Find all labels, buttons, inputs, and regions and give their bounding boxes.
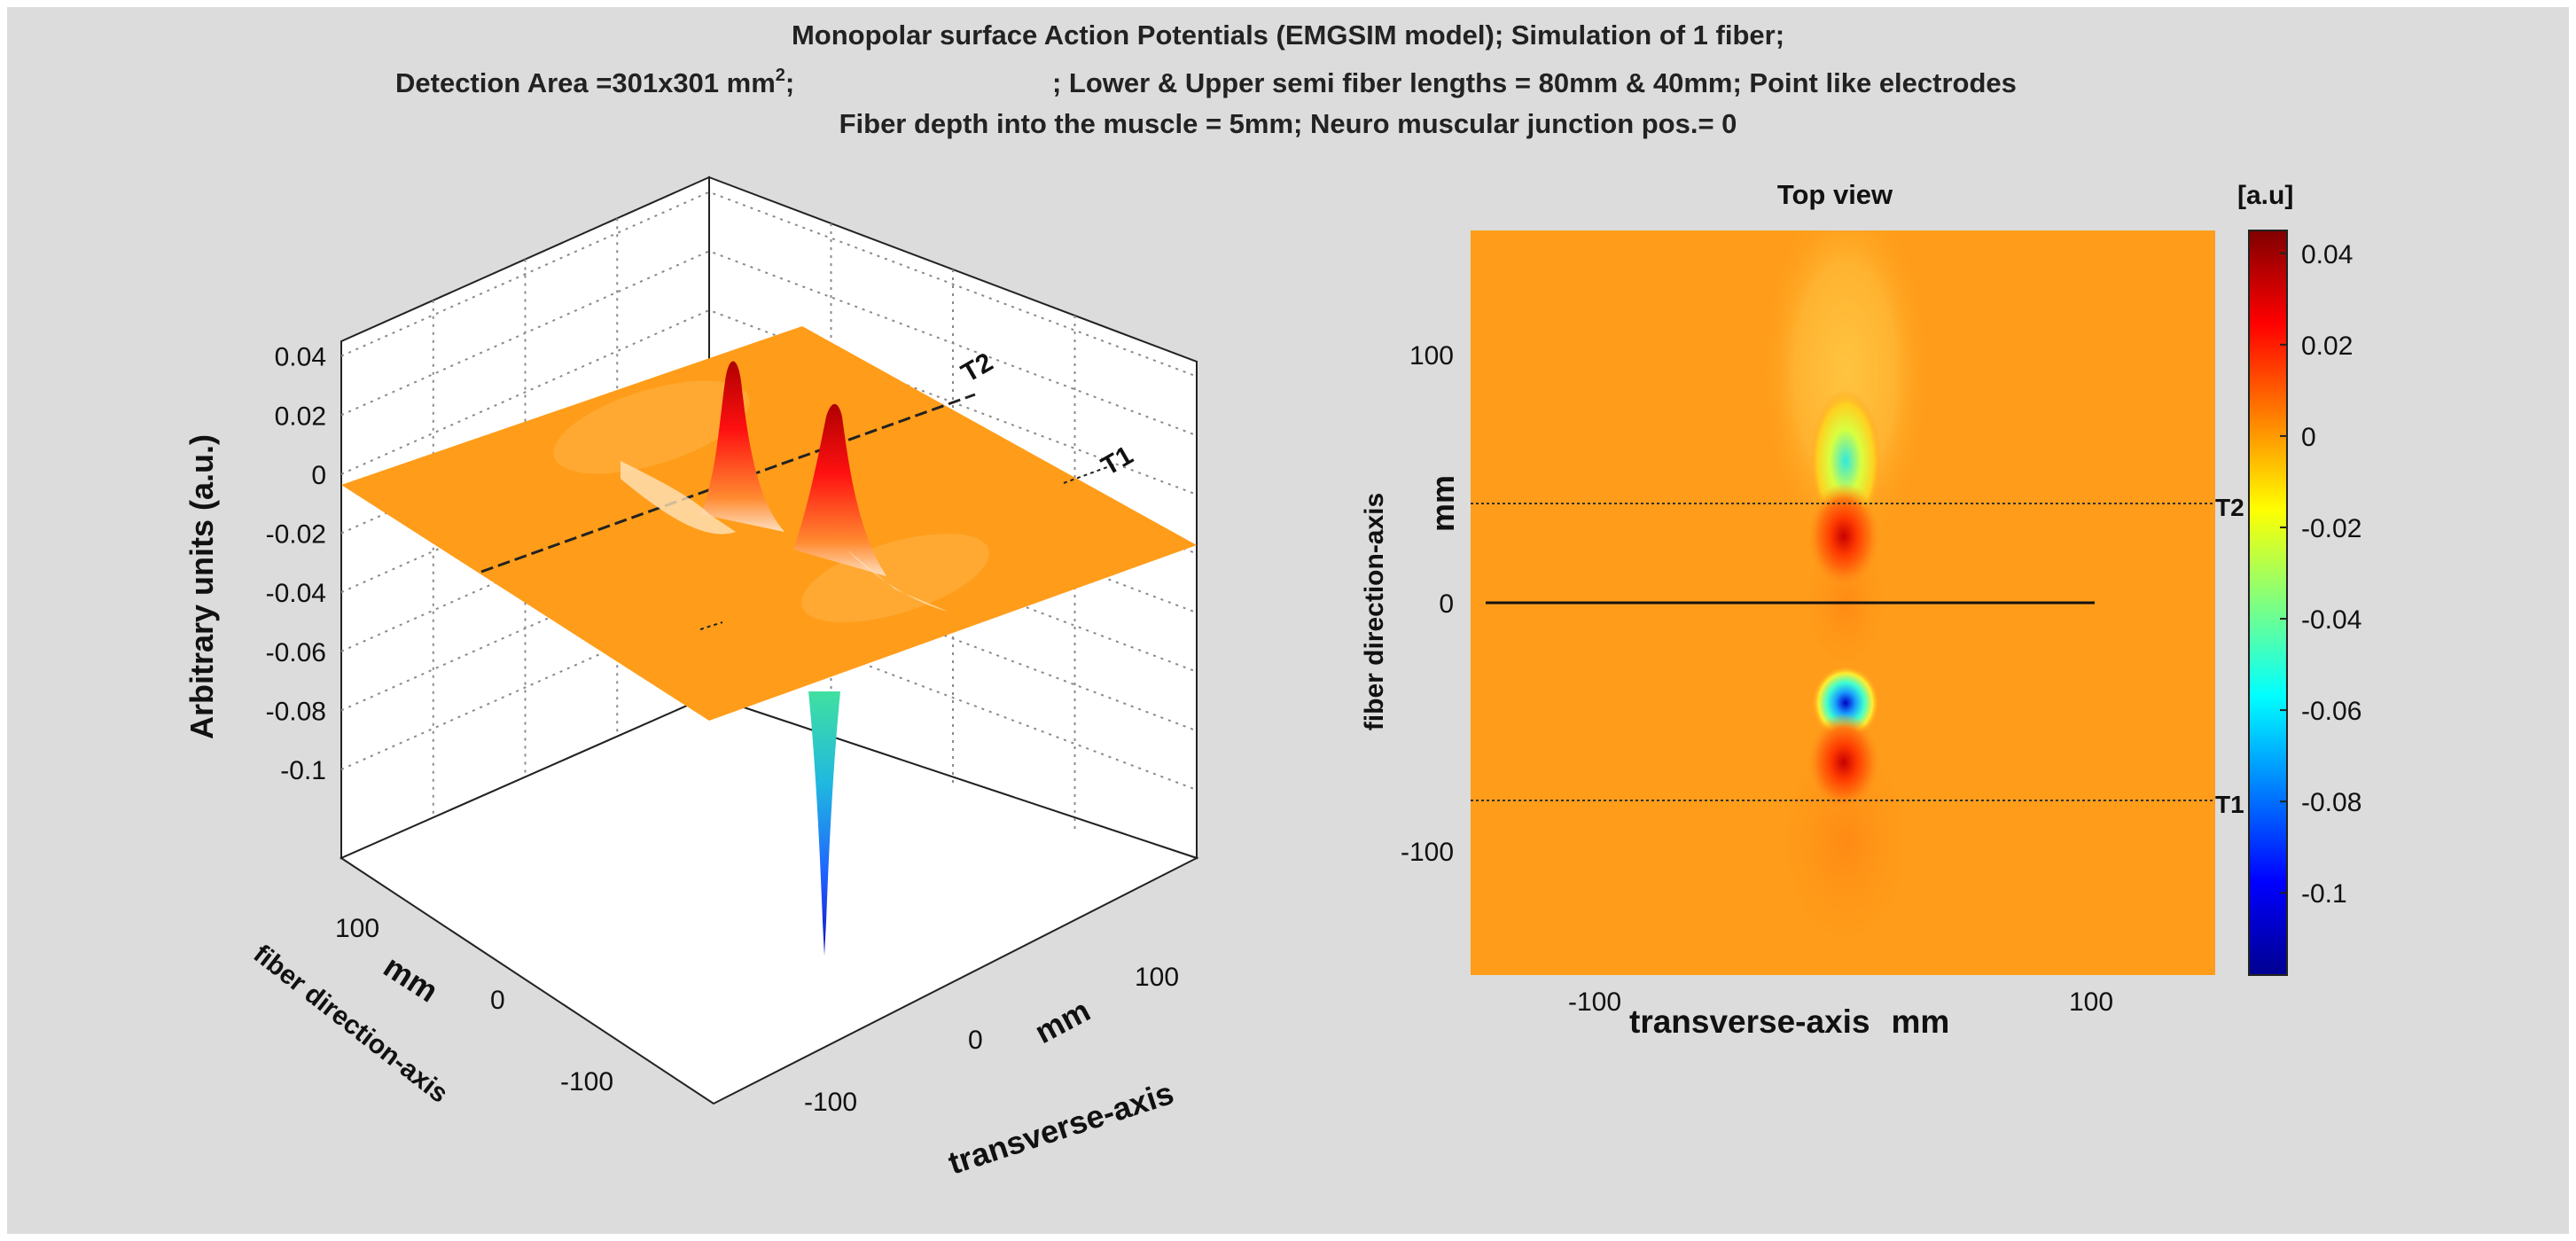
peak-positive-T1	[793, 403, 886, 576]
z-tick-label: -0.08	[266, 697, 326, 726]
line-T2	[480, 393, 976, 574]
line-T1-segment	[1063, 464, 1115, 484]
heatmap-y-label: fiber direction-axis	[1360, 493, 1389, 730]
heatmap-y-tick-label: 0	[1439, 589, 1454, 619]
x-tick-label: -100	[804, 1088, 857, 1117]
heatmap-plot: Top view T2 T1 -100 100 100 0 -100 mm fiber …	[1360, 179, 2361, 1040]
figure-title-line1: Monopolar surface Action Potentials (EMG…	[792, 20, 1784, 51]
colorbar-tick-label: 0	[2301, 423, 2316, 452]
z-tick-label: -0.1	[280, 756, 326, 785]
figure-title-line3: Fiber depth into the muscle = 5mm; Neuro…	[839, 108, 1737, 139]
title-line2a-main: Detection Area =301x301 mm	[395, 67, 776, 98]
y-tick-label: 0	[490, 986, 505, 1015]
heatmap-label-T1: T1	[2215, 791, 2244, 818]
heatmap-y-unit: mm	[1425, 475, 1461, 532]
heatmap-x-tick-label: 100	[2069, 987, 2113, 1017]
y-tick-label: -100	[560, 1067, 613, 1097]
z-ticks: 0.04 0.02 0 -0.02 -0.04 -0.06 -0.08 -0.1	[266, 343, 326, 785]
surface-shadow-lobe	[553, 380, 750, 474]
colorbar-tick-label: 0.02	[2301, 332, 2353, 361]
surface-shadow-lobe	[801, 534, 989, 622]
colorbar-ticks: 0.04 0.02 0 -0.02 -0.04 -0.06 -0.08 -0.1	[2280, 240, 2361, 909]
peak-negative	[808, 691, 840, 956]
x-tick-label: 0	[968, 1026, 983, 1055]
colorbar-tick-label: -0.06	[2301, 697, 2361, 726]
heatmap-x-label: transverse-axis mm	[1629, 1003, 1949, 1040]
heatmap-y-tick-label: 100	[1409, 341, 1454, 371]
z-gridline	[340, 250, 1198, 437]
heatmap-x-label-text: transverse-axis	[1629, 1003, 1870, 1040]
heatmap-blobs	[1761, 230, 1930, 975]
heatmap-ticks: -100 100 100 0 -100	[1401, 341, 2113, 1017]
heatmap-title: Top view	[1777, 179, 1893, 210]
red-spot-T2	[1807, 483, 1881, 589]
z-tick-label: 0.02	[275, 402, 326, 431]
z-axis-label: Arbitrary units (a.u.)	[183, 434, 220, 739]
colorbar-tick-label: -0.04	[2301, 605, 2361, 635]
warm-lobe-bottom	[1761, 709, 1930, 975]
z-gridline	[340, 604, 1198, 791]
z-gridline	[340, 486, 1198, 673]
figure-title-line2b: ; Lower & Upper semi fiber lengths = 80m…	[1052, 67, 2017, 98]
z-tick-label: 0	[311, 461, 326, 490]
heatmap-x-unit: mm	[1892, 1003, 1950, 1040]
floor	[339, 694, 1199, 1105]
z-gridline	[340, 545, 1198, 732]
red-spot-T1	[1807, 714, 1881, 811]
z-tick-label: -0.06	[266, 638, 326, 667]
z-tick-label: -0.02	[266, 520, 326, 550]
title-line2a-tail: ;	[785, 67, 794, 98]
figure-title-line2a: Detection Area =301x301 mm2;	[395, 66, 794, 98]
colorbar	[2248, 230, 2288, 976]
z-gridline	[340, 308, 1198, 496]
z-gridline	[340, 191, 1198, 378]
peak-positive-T2	[700, 361, 785, 532]
z-tick-label: -0.04	[266, 579, 326, 608]
colorbar-tick-label: -0.08	[2301, 788, 2361, 817]
heatmap-y-tick-label: -100	[1401, 838, 1454, 867]
title-line2a-sup: 2	[776, 66, 785, 85]
colorbar-tick-label: -0.1	[2301, 879, 2347, 909]
y-tick-label: 100	[335, 914, 379, 943]
colorbar-tick-label: 0.04	[2301, 240, 2353, 269]
colorbar-label: [a.u]	[2237, 181, 2293, 210]
z-tick-label: 0.04	[275, 343, 326, 372]
heatmap-x-tick-label: -100	[1568, 987, 1621, 1017]
heatmap-label-T2: T2	[2215, 494, 2244, 521]
peak-ridge-left	[621, 461, 736, 535]
colorbar-tick-label: -0.02	[2301, 514, 2361, 543]
x-tick-label: 100	[1135, 963, 1179, 992]
floor-ticks: 100 0 -100 -100 0 100	[335, 914, 1179, 1117]
